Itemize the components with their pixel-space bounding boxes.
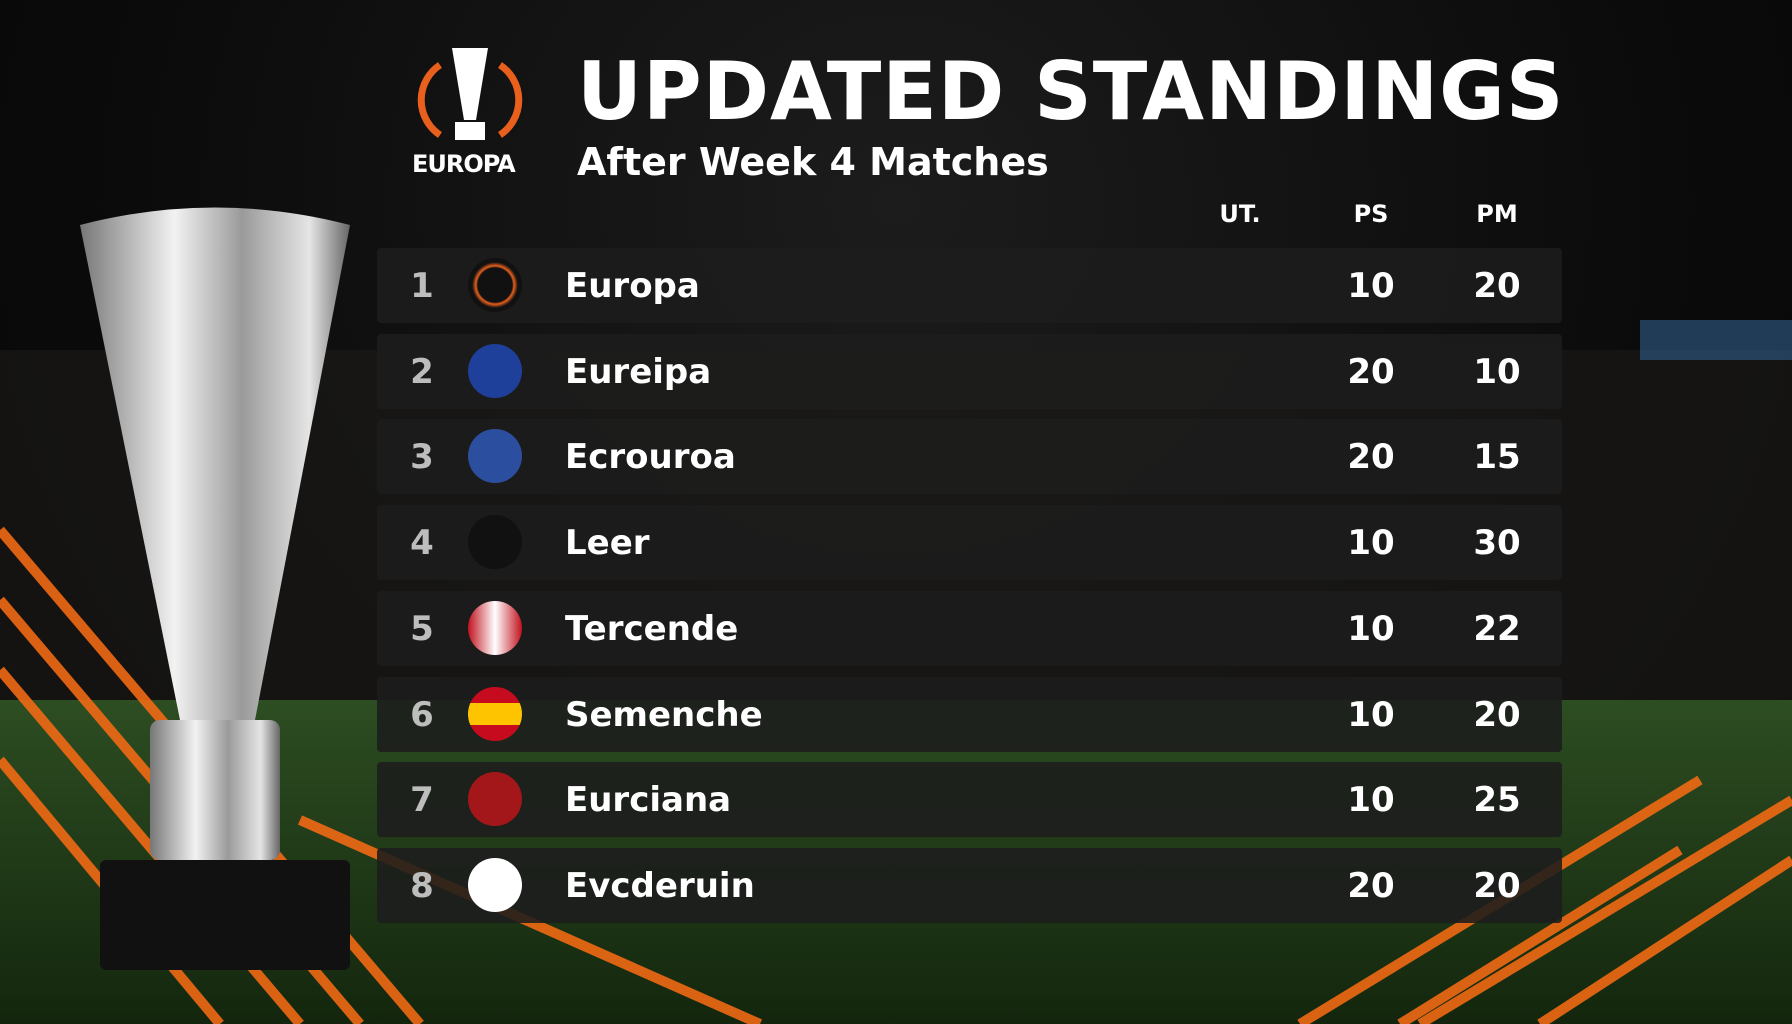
ps-value: 10 — [1347, 523, 1395, 564]
pm-value: 25 — [1473, 780, 1521, 821]
team-badge — [468, 515, 522, 570]
team-badge — [468, 343, 522, 398]
standings-row: 6 Semenche 10 20 — [377, 676, 1562, 752]
board — [1640, 320, 1792, 360]
team-name: Eurciana — [565, 780, 732, 821]
pm-value: 10 — [1473, 351, 1521, 392]
ps-value: 10 — [1347, 780, 1395, 821]
ps-value: 20 — [1347, 437, 1395, 478]
pm-value: 15 — [1473, 437, 1521, 478]
pm-value: 30 — [1473, 523, 1521, 564]
ps-value: 20 — [1347, 351, 1395, 392]
team-name: Leer — [565, 523, 650, 564]
standings-row: 5 Tercende 10 22 — [377, 590, 1562, 666]
ps-value: 20 — [1347, 865, 1395, 906]
rank: 7 — [410, 780, 434, 821]
rank: 8 — [410, 865, 434, 906]
pm-value: 20 — [1473, 694, 1521, 735]
team-name: Evcderuin — [565, 865, 755, 906]
team-name: Semenche — [565, 694, 763, 735]
pm-value: 20 — [1473, 865, 1521, 906]
team-badge — [468, 772, 522, 827]
logo-mark — [417, 48, 523, 140]
rank: 2 — [410, 351, 434, 392]
standings-row: 8 Evcderuin 20 20 — [377, 847, 1562, 923]
standings-row: 4 Leer 10 30 — [377, 505, 1562, 581]
column-header: PS — [1353, 200, 1389, 228]
team-name: Eureipa — [565, 351, 712, 392]
column-header: PM — [1476, 200, 1518, 228]
rank: 5 — [410, 608, 434, 649]
rank: 6 — [410, 694, 434, 735]
team-name: Europa — [565, 266, 700, 306]
ps-value: 10 — [1347, 694, 1395, 735]
ps-value: 10 — [1347, 608, 1395, 649]
rank: 4 — [410, 523, 434, 564]
pm-value: 22 — [1473, 608, 1521, 649]
column-header: UT. — [1219, 200, 1261, 228]
trophy — [80, 207, 350, 970]
standings-row: 7 Eurciana 10 25 — [377, 762, 1562, 838]
logo-text: EUROPA — [412, 150, 516, 178]
standings-row: 3 Ecrouroa 20 15 — [377, 419, 1562, 495]
team-badge — [468, 857, 522, 912]
team-name: Ecrouroa — [565, 437, 736, 478]
title: UPDATED STANDINGS — [577, 45, 1565, 138]
ps-value: 10 — [1347, 266, 1395, 306]
team-badge — [468, 600, 522, 655]
team-badge — [468, 429, 522, 484]
rank: 1 — [410, 266, 434, 306]
standings-row: 1 Europa 10 20 — [377, 248, 1562, 323]
team-badge — [468, 258, 522, 312]
standings-row: 2 Eureipa 20 10 — [377, 333, 1562, 409]
team-badge — [468, 686, 522, 741]
team-name: Tercende — [565, 608, 739, 649]
pm-value: 20 — [1473, 266, 1521, 306]
rank: 3 — [410, 437, 434, 478]
subtitle: After Week 4 Matches — [577, 140, 1049, 184]
